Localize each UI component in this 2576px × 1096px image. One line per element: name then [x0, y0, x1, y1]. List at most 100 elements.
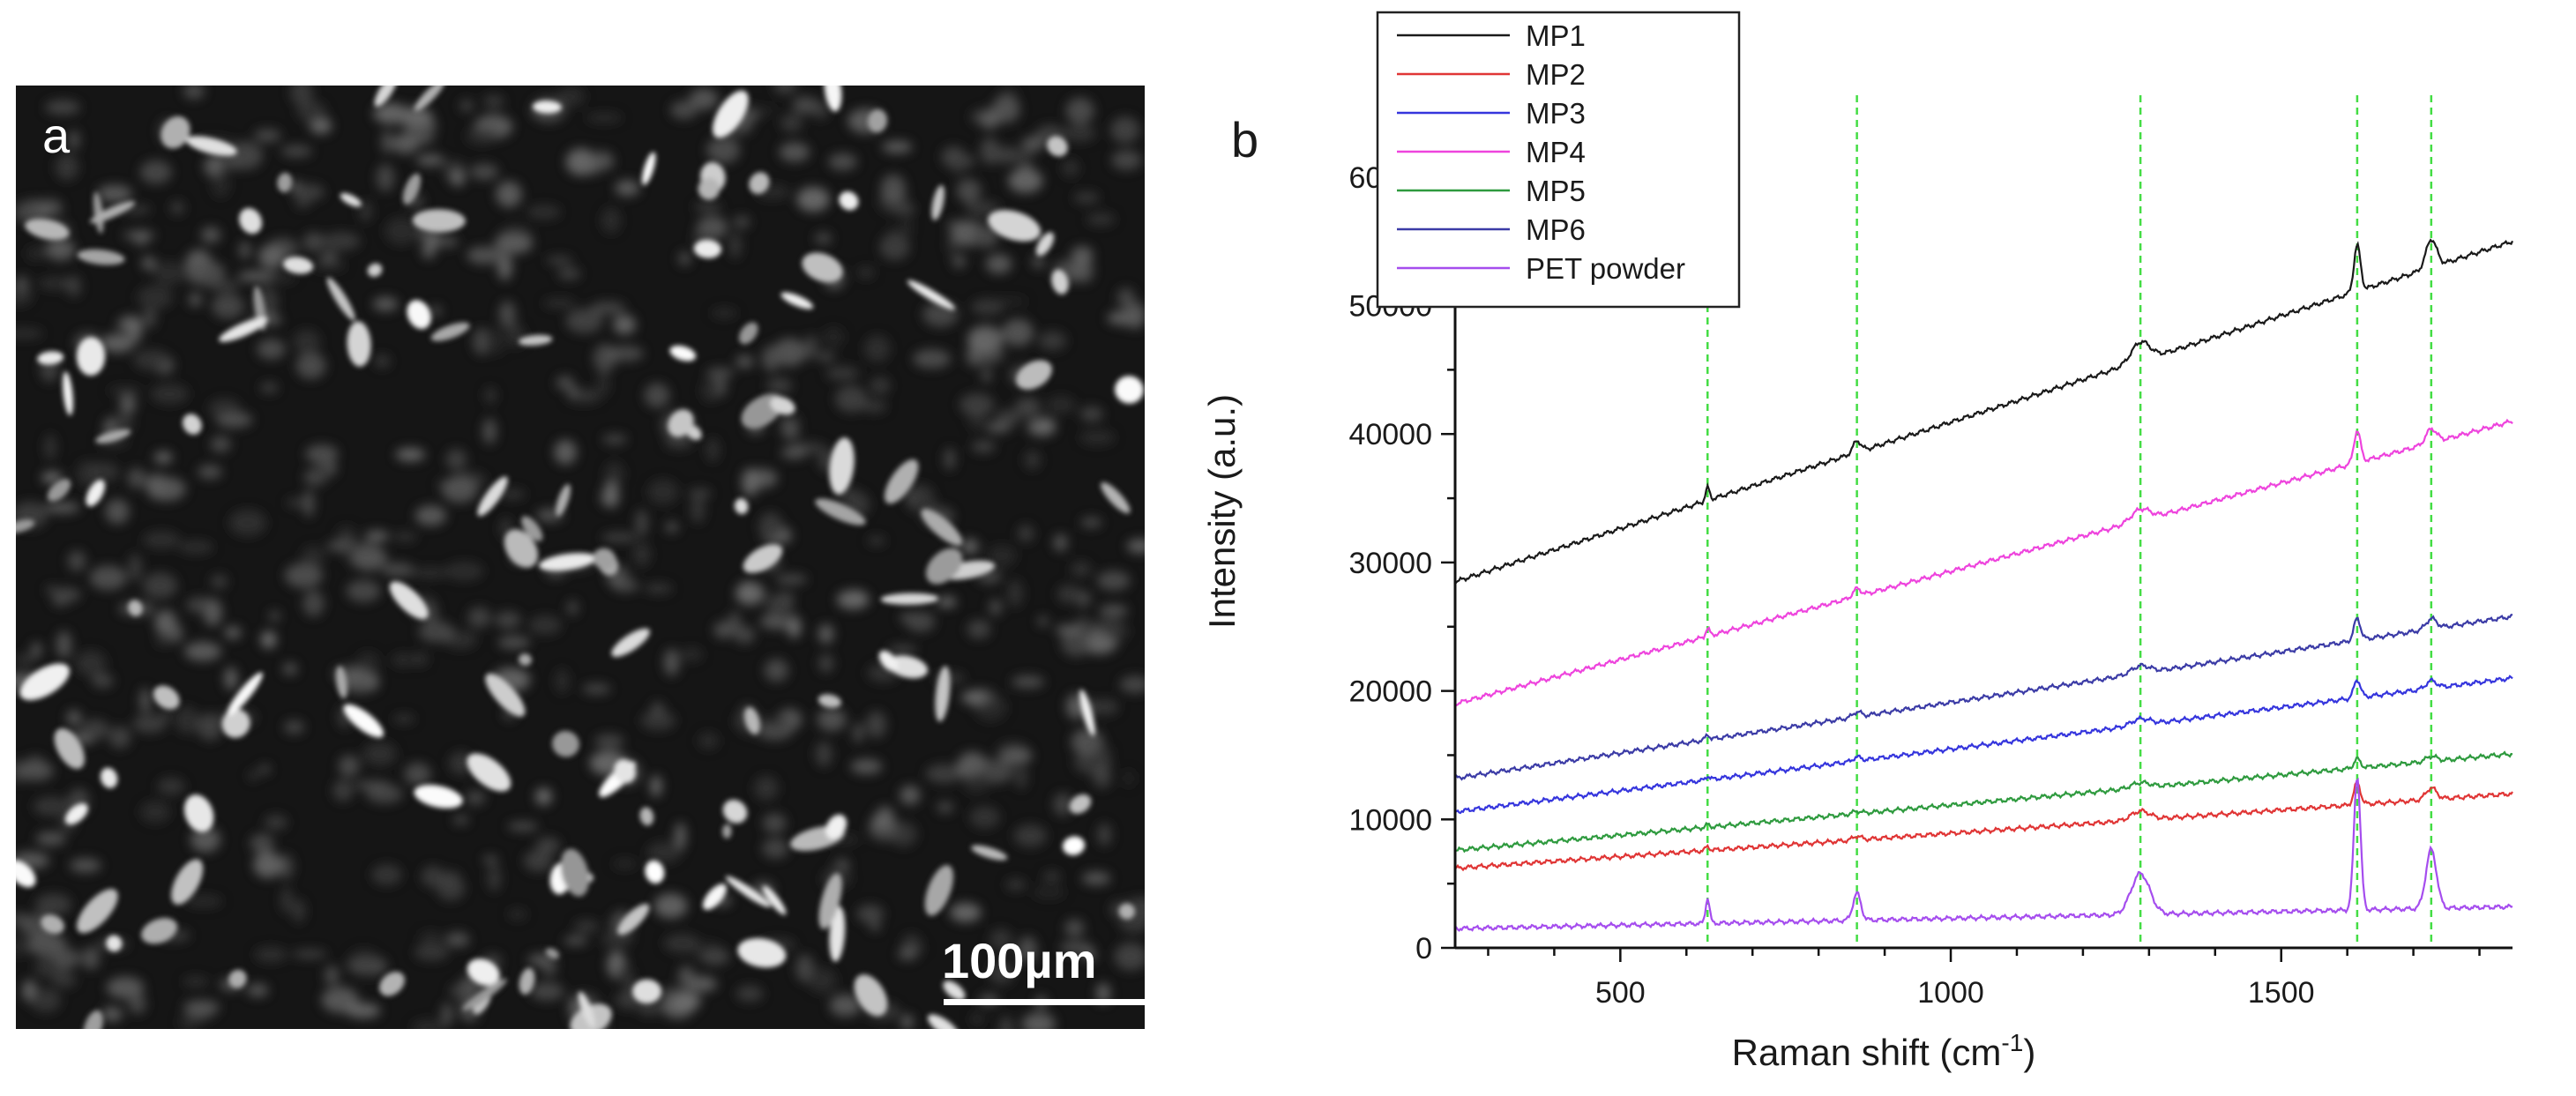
texture-blob: [45, 100, 80, 116]
texture-blob: [201, 227, 221, 243]
particle: [829, 437, 855, 495]
texture-blob: [264, 815, 288, 831]
texture-blob: [679, 647, 704, 662]
particle: [556, 484, 571, 517]
texture-blob: [780, 445, 807, 459]
texture-blob: [590, 302, 626, 315]
micrograph-panel: a 100µm: [16, 86, 1145, 1029]
texture-blob: [37, 277, 76, 290]
texture-blob: [967, 619, 991, 639]
texture-blob: [445, 449, 467, 471]
texture-blob: [900, 1014, 914, 1029]
texture-blob: [418, 931, 444, 944]
texture-blob: [1071, 246, 1094, 265]
texture-blob: [1034, 416, 1056, 436]
particle: [414, 86, 445, 111]
particle: [943, 980, 966, 1001]
texture-blob: [593, 344, 616, 372]
legend-box: [1376, 11, 1741, 309]
particle: [16, 519, 35, 533]
texture-blob: [742, 106, 777, 116]
texture-blob: [888, 645, 917, 654]
texture-blob: [985, 254, 1012, 274]
particle: [734, 498, 749, 515]
texture-blob: [224, 667, 238, 690]
texture-blob: [282, 662, 298, 675]
texture-blob: [116, 316, 142, 332]
texture-blob: [1038, 331, 1067, 351]
texture-blob: [706, 367, 735, 379]
x-axis-title: Raman shift (cm-1): [1732, 1029, 2036, 1073]
texture-blob: [850, 758, 883, 774]
texture-blob: [16, 912, 28, 927]
texture-blob: [66, 710, 82, 727]
texture-blob: [482, 855, 499, 864]
particle: [106, 935, 123, 952]
particle: [885, 459, 919, 504]
particle: [467, 753, 511, 792]
texture-blob: [459, 99, 474, 112]
texture-blob: [814, 232, 833, 245]
texture-blob: [437, 235, 459, 248]
legend: MP1 MP2 MP3 MP4 MP5 MP6 PET powder: [1376, 11, 1741, 309]
texture-blob: [690, 88, 719, 110]
particle: [935, 666, 951, 722]
particle: [818, 873, 842, 929]
texture-blob: [391, 133, 420, 154]
texture-blob: [989, 928, 1013, 951]
texture-blob: [128, 994, 146, 1014]
particle: [702, 884, 727, 910]
texture-blob: [137, 285, 174, 309]
particle: [221, 709, 250, 738]
legend-label: MP5: [1526, 175, 1586, 207]
texture-blob: [991, 95, 1020, 123]
texture-blob: [1005, 878, 1027, 891]
texture-blob: [441, 1003, 452, 1026]
texture-blob: [67, 550, 86, 571]
texture-blob: [364, 530, 390, 542]
texture-blob: [425, 234, 441, 249]
texture-blob: [967, 325, 1004, 353]
texture-blob: [143, 572, 178, 600]
texture-blob: [92, 674, 114, 688]
y-tick-label: 0: [1415, 932, 1432, 966]
particle: [921, 509, 963, 546]
texture-blob: [650, 775, 662, 797]
texture-blob: [260, 382, 279, 393]
particle: [86, 480, 106, 507]
texture-blob: [698, 732, 720, 749]
texture-blob: [494, 233, 534, 255]
texture-blob: [582, 683, 611, 695]
texture-blob: [487, 864, 502, 892]
texture-blob: [1116, 287, 1135, 309]
texture-blob: [706, 437, 720, 463]
texture-blob: [735, 985, 764, 1002]
texture-blob: [187, 260, 226, 286]
texture-blob: [665, 521, 679, 533]
texture-blob: [45, 239, 76, 261]
texture-blob: [1008, 168, 1043, 193]
texture-blob: [1071, 561, 1092, 578]
texture-blob: [1114, 943, 1145, 971]
texture-blob: [310, 259, 347, 272]
particle: [326, 277, 355, 321]
particle: [762, 885, 787, 915]
texture-blob: [224, 626, 242, 639]
particle: [925, 548, 963, 585]
texture-blob: [829, 994, 862, 1017]
particle: [780, 292, 814, 309]
texture-blob: [142, 531, 181, 549]
particle: [639, 807, 654, 826]
texture-blob: [1102, 622, 1130, 642]
texture-blob: [1015, 764, 1027, 790]
x-tick-label: 1000: [1917, 976, 1984, 1010]
texture-blob: [268, 610, 281, 622]
texture-blob: [41, 471, 63, 484]
x-tick-label: 1500: [2248, 976, 2315, 1010]
texture-blob: [762, 838, 789, 859]
texture-blob: [925, 764, 963, 784]
texture-blob: [780, 421, 800, 440]
texture-blob: [16, 287, 33, 306]
texture-blob: [411, 1019, 445, 1029]
texture-blob: [638, 1001, 661, 1016]
